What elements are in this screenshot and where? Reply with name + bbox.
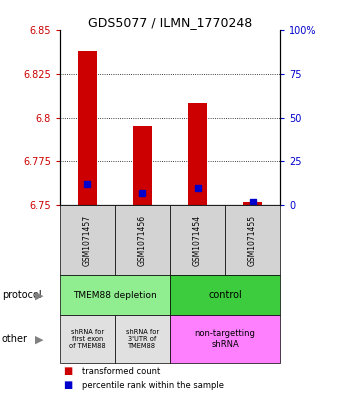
Bar <box>133 126 152 205</box>
Text: shRNA for
3'UTR of
TMEM88: shRNA for 3'UTR of TMEM88 <box>126 329 159 349</box>
Text: transformed count: transformed count <box>82 367 160 376</box>
Text: GSM1071455: GSM1071455 <box>248 215 257 266</box>
Text: ▶: ▶ <box>35 334 44 344</box>
Text: percentile rank within the sample: percentile rank within the sample <box>82 381 224 389</box>
Text: non-targetting
shRNA: non-targetting shRNA <box>194 329 256 349</box>
Text: shRNA for
first exon
of TMEM88: shRNA for first exon of TMEM88 <box>69 329 106 349</box>
Text: protocol: protocol <box>2 290 41 300</box>
Text: ■: ■ <box>63 366 72 376</box>
Text: other: other <box>2 334 28 344</box>
Bar <box>188 103 207 205</box>
Text: GSM1071456: GSM1071456 <box>138 215 147 266</box>
Text: GSM1071457: GSM1071457 <box>83 215 92 266</box>
Text: control: control <box>208 290 242 300</box>
Title: GDS5077 / ILMN_1770248: GDS5077 / ILMN_1770248 <box>88 16 252 29</box>
Bar <box>243 202 262 205</box>
Text: GSM1071454: GSM1071454 <box>193 215 202 266</box>
Text: ▶: ▶ <box>35 290 44 300</box>
Text: ■: ■ <box>63 380 72 390</box>
Text: TMEM88 depletion: TMEM88 depletion <box>73 291 157 299</box>
Bar <box>78 51 97 205</box>
